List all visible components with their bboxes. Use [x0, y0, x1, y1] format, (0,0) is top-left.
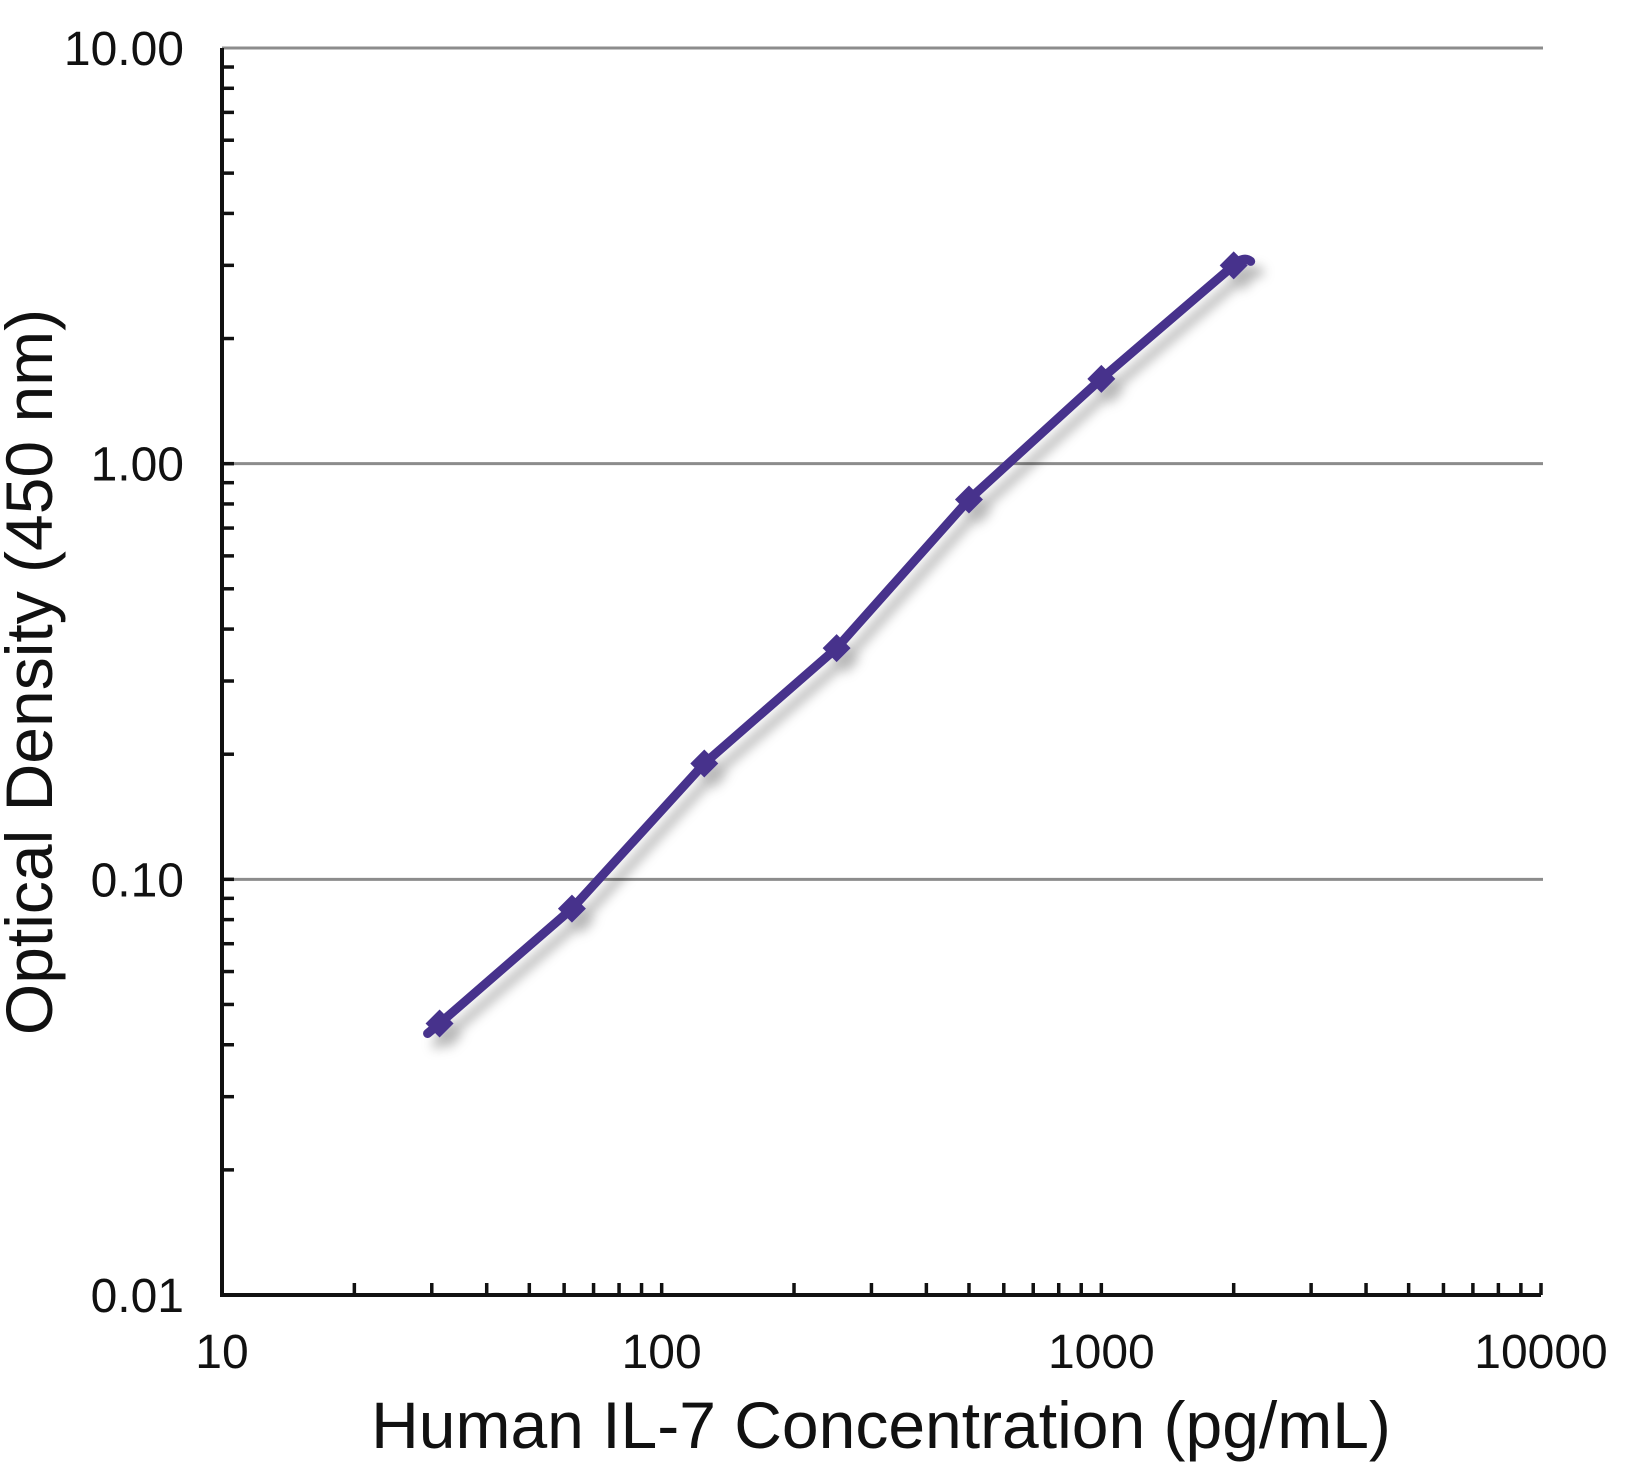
- data-point-marker-125: [690, 749, 719, 778]
- x-tick-label-100: 100: [622, 1326, 702, 1379]
- y-tick-label-0.01: 0.01: [91, 1270, 184, 1323]
- data-point-marker-500: [954, 485, 983, 514]
- x-axis-title: Human IL-7 Concentration (pg/mL): [371, 1388, 1391, 1462]
- data-series: [423, 251, 1256, 1038]
- y-tick-label-10.00: 10.00: [64, 23, 184, 76]
- data-point-marker-31.25: [425, 1009, 454, 1038]
- y-tick-labels: 0.01 0.10 1.00 10.00: [64, 23, 184, 1323]
- y-axis-title: Optical Density (450 nm): [0, 309, 66, 1035]
- axis-ticks: [222, 65, 1543, 1295]
- data-point-marker-62.5: [557, 894, 586, 923]
- axis-spines: [220, 48, 1541, 1297]
- y-tick-label-0.10: 0.10: [91, 854, 184, 907]
- x-tick-label-1000: 1000: [1048, 1326, 1155, 1379]
- x-tick-label-10: 10: [195, 1326, 248, 1379]
- data-point-marker-1000: [1087, 364, 1116, 393]
- x-tick-labels: 10 100 1000 10000: [195, 1326, 1607, 1379]
- gridlines: [222, 46, 1543, 881]
- x-tick-label-10000: 10000: [1474, 1326, 1607, 1379]
- data-point-marker-250: [822, 634, 851, 663]
- data-point-marker-2000: [1219, 251, 1248, 280]
- y-tick-label-1.00: 1.00: [91, 439, 184, 492]
